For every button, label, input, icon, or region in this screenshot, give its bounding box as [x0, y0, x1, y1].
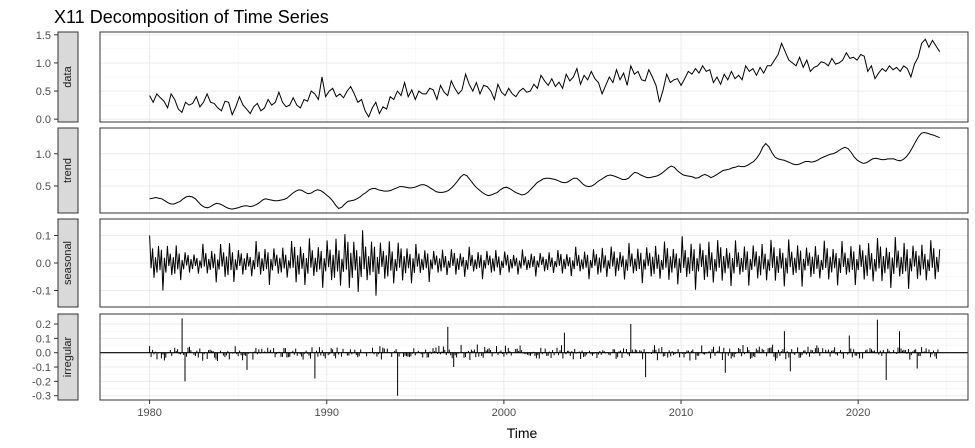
y-tick-label: 0.5	[36, 86, 51, 98]
panel-irregular: irregular -0.3 -0.2 -0.1 0.0 0.1 0.2	[32, 313, 969, 403]
data-series-line	[149, 38, 941, 119]
y-tick-label: 0.2	[36, 319, 51, 331]
panel-data: data 0.0 0.5 1.0 1.5	[36, 30, 969, 126]
strip-label-data: data	[62, 65, 74, 87]
x-axis-title: Time	[507, 425, 538, 441]
strip-label-irregular: irregular	[62, 336, 74, 377]
x-tick-label: 1980	[137, 407, 161, 419]
strip-label-seasonal: seasonal	[62, 241, 74, 285]
strip-background	[57, 127, 79, 214]
x-tick-label: 2010	[669, 407, 693, 419]
y-tick-label: -0.1	[32, 286, 51, 298]
panel-background	[100, 128, 968, 213]
chart-title: X11 Decomposition of Time Series	[54, 7, 329, 27]
seasonal-series-line	[149, 230, 941, 296]
y-tick-label: 1.0	[36, 149, 51, 161]
strip-label-trend: trend	[62, 158, 74, 183]
x-tick-label: 1990	[315, 407, 339, 419]
y-tick-label: 0.0	[36, 348, 51, 360]
y-tick-label: -0.3	[32, 391, 51, 403]
y-tick-label: 1.0	[36, 58, 51, 70]
panel-border	[99, 31, 969, 123]
strip-background	[57, 313, 79, 401]
panel-border	[99, 127, 969, 214]
x-tick-label: 2020	[846, 407, 870, 419]
y-tick-label: -0.2	[32, 376, 51, 388]
facet-panels: data 0.0 0.5 1.0 1.5 trend 0.5 1.0 seasonal -0.1 0…	[32, 30, 969, 403]
y-tick-label: 0.1	[36, 333, 51, 345]
trend-series-line	[149, 131, 940, 210]
panel-border	[99, 218, 969, 308]
x-axis: 1980 1990 2000 2010 2020	[137, 400, 870, 419]
panel-border	[99, 313, 969, 401]
strip-background	[57, 31, 79, 123]
y-tick-label: 0.5	[36, 181, 51, 193]
y-tick-label: 0.1	[36, 231, 51, 243]
panel-seasonal: seasonal -0.1 0.0 0.1	[32, 218, 969, 308]
x-tick-label: 2000	[492, 407, 516, 419]
panel-background	[100, 314, 968, 400]
y-tick-label: -0.1	[32, 362, 51, 374]
y-tick-label: 0.0	[36, 114, 51, 126]
y-tick-label: 0.0	[36, 258, 51, 270]
panel-trend: trend 0.5 1.0	[36, 127, 969, 214]
y-tick-label: 1.5	[36, 30, 51, 42]
